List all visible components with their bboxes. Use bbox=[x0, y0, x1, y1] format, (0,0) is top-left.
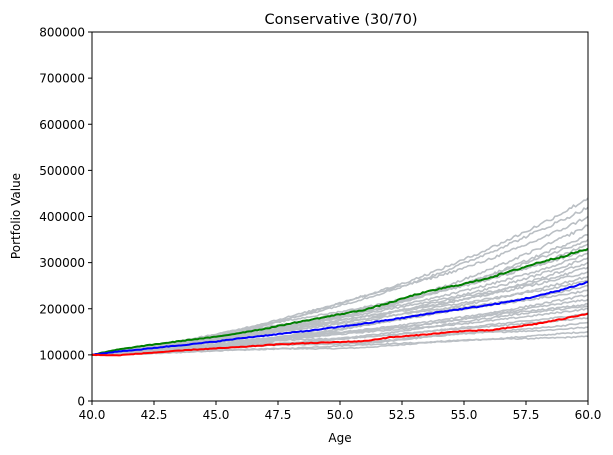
y-axis-ticks: 0 100000 200000 300000 400000 500000 600000 700… bbox=[39, 26, 92, 409]
x-tick-label: 55.0 bbox=[451, 408, 478, 422]
x-tick-label: 50.0 bbox=[327, 408, 354, 422]
series-line bbox=[91, 281, 589, 356]
x-tick-label: 42.5 bbox=[141, 408, 168, 422]
simulation-path-line bbox=[91, 206, 589, 356]
y-tick-label: 0 bbox=[77, 395, 85, 409]
x-axis-ticks: 40.0 42.5 45.0 47.5 50.0 52.5 55.0 57.5 60.0 bbox=[79, 401, 602, 422]
y-tick-label: 700000 bbox=[39, 72, 85, 86]
y-axis-label: Portfolio Value bbox=[9, 173, 23, 259]
y-tick-label: 400000 bbox=[39, 210, 85, 224]
y-tick-label: 800000 bbox=[39, 26, 85, 40]
x-tick-label: 57.5 bbox=[513, 408, 540, 422]
highlighted-series bbox=[91, 247, 589, 357]
x-axis-label: Age bbox=[328, 431, 351, 445]
x-tick-label: 52.5 bbox=[389, 408, 416, 422]
series-line bbox=[91, 247, 589, 356]
y-tick-label: 500000 bbox=[39, 164, 85, 178]
x-tick-label: 60.0 bbox=[575, 408, 602, 422]
chart-title: Conservative (30/70) bbox=[264, 12, 417, 28]
y-tick-label: 600000 bbox=[39, 118, 85, 132]
y-tick-label: 300000 bbox=[39, 256, 85, 270]
y-tick-label: 200000 bbox=[39, 302, 85, 316]
x-tick-label: 45.0 bbox=[203, 408, 230, 422]
series-line bbox=[91, 312, 589, 357]
x-tick-label: 47.5 bbox=[265, 408, 292, 422]
y-tick-label: 100000 bbox=[39, 348, 85, 362]
x-tick-label: 40.0 bbox=[79, 408, 106, 422]
